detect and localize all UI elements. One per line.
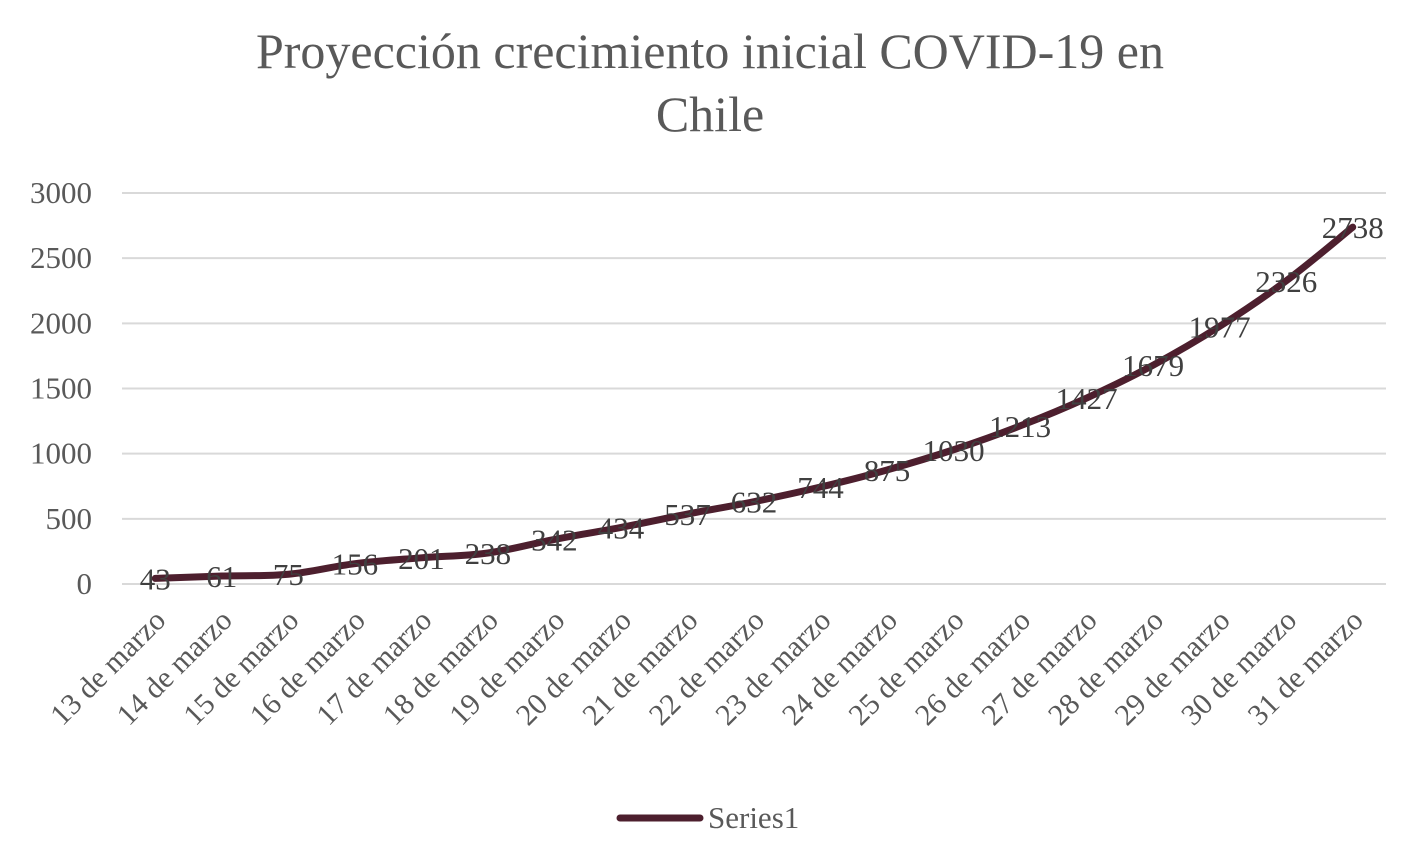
y-tick-label-1500: 1500 — [30, 371, 92, 406]
data-label: 537 — [664, 497, 711, 532]
data-label: 238 — [465, 536, 512, 571]
data-labels: 43 61 75 156 201 238 342 434 537 632 744 875 1030121… — [140, 210, 1384, 596]
series-lines — [151, 223, 1357, 582]
data-label: 434 — [598, 510, 645, 545]
y-axis-tick-labels: 0 500 1000 1500 2000 2500 3000 — [30, 175, 92, 601]
data-label: 1427 — [1056, 381, 1118, 416]
data-label: 201 — [398, 541, 445, 576]
data-label: 43 — [140, 561, 171, 596]
y-tick-label-2500: 2500 — [30, 240, 92, 275]
series-line-Series1 — [151, 223, 1357, 582]
data-label: 156 — [332, 547, 379, 582]
data-label: 632 — [731, 485, 778, 520]
data-label: 1977 — [1189, 309, 1251, 344]
chart-title-line-1: Proyección crecimiento inicial COVID-19 … — [256, 23, 1164, 79]
chart-title-line-2: Chile — [656, 86, 764, 142]
data-label: 75 — [273, 557, 304, 592]
data-label: 1030 — [923, 433, 985, 468]
y-tick-label-1000: 1000 — [30, 436, 92, 471]
gridlines — [122, 192, 1386, 585]
y-tick-label-3000: 3000 — [30, 175, 92, 210]
legend-label-series1: Series1 — [708, 800, 799, 835]
data-label: 342 — [531, 522, 578, 557]
y-tick-label-0: 0 — [77, 566, 93, 601]
data-label: 2326 — [1255, 264, 1317, 299]
data-label: 1213 — [989, 409, 1051, 444]
y-tick-label-2000: 2000 — [30, 305, 92, 340]
chart-title: Proyección crecimiento inicial COVID-19 … — [256, 23, 1164, 142]
data-label: 1679 — [1122, 348, 1184, 383]
data-label: 61 — [206, 559, 237, 594]
data-label: 744 — [797, 470, 844, 505]
legend: Series1 — [616, 800, 799, 835]
data-label: 875 — [864, 453, 911, 488]
data-label: 2738 — [1322, 210, 1384, 245]
y-tick-label-500: 500 — [46, 501, 93, 536]
